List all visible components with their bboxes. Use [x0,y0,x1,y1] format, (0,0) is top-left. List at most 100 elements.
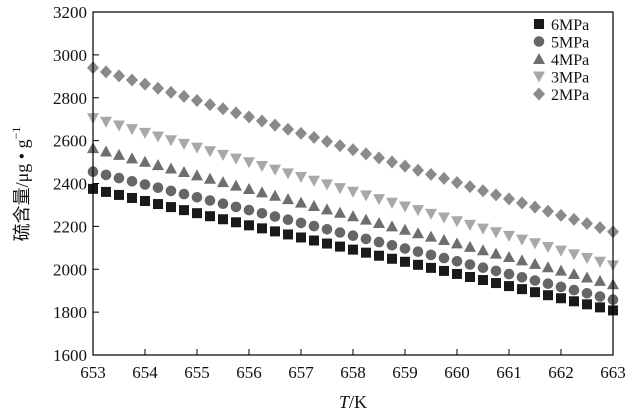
data-point-3mpa [425,208,437,220]
data-point-6mpa [595,302,605,313]
x-tick-label: 654 [132,363,158,382]
data-point-6mpa [348,244,358,255]
data-point-4mpa [165,162,177,174]
data-point-3mpa [594,256,606,268]
y-tick-label: 1800 [53,303,87,322]
data-point-6mpa [127,192,137,203]
data-point-5mpa [555,281,567,293]
data-point-3mpa [360,190,372,202]
data-point-2mpa [204,98,216,112]
data-point-2mpa [334,139,346,153]
data-point-5mpa [516,271,528,283]
data-point-6mpa [244,220,254,231]
data-point-6mpa [452,268,462,279]
data-point-3mpa [139,127,151,139]
data-point-6mpa [517,284,527,295]
data-point-2mpa [399,159,411,173]
y-axis-title: 硫含量/μg • g−1 [9,127,32,242]
y-tick-label: 2000 [53,260,87,279]
data-point-3mpa [100,116,112,128]
x-tick-label: 661 [496,363,522,382]
data-point-3mpa [542,241,554,253]
data-point-2mpa [373,151,385,165]
data-point-5mpa [191,192,203,203]
data-point-2mpa [178,89,190,103]
data-point-3mpa [243,157,255,169]
x-tick-label: 657 [288,363,314,382]
data-point-6mpa [504,281,514,292]
data-point-3mpa [373,194,385,206]
data-point-6mpa [101,186,111,197]
legend-marker-4mpa [533,53,545,64]
x-tick-label: 653 [80,363,106,382]
data-point-5mpa [581,287,593,299]
data-point-2mpa [490,188,502,202]
x-axis-title: T/K [339,392,367,412]
data-point-5mpa [321,224,333,235]
data-point-2mpa [243,110,255,124]
data-point-4mpa [282,193,294,205]
data-point-2mpa [308,130,320,144]
y-axis-title-superscript: −1 [9,127,23,140]
data-point-3mpa [178,138,190,150]
x-axis-title-italic: T [339,392,351,412]
data-point-6mpa [166,202,176,213]
data-point-5mpa [594,291,606,302]
x-tick-label: 655 [184,363,210,382]
data-point-3mpa [438,212,450,224]
data-point-6mpa [413,259,423,270]
data-point-2mpa [542,204,554,218]
x-tick-label: 659 [392,363,418,382]
data-point-6mpa [179,205,189,216]
data-point-3mpa [126,124,138,136]
y-tick-label: 3200 [53,3,87,22]
data-point-4mpa [204,172,216,184]
data-point-4mpa [243,182,255,194]
data-point-3mpa [490,227,502,239]
x-tick-label: 663 [600,363,626,382]
legend-marker-3mpa [533,71,545,83]
data-point-6mpa [478,275,488,286]
x-tick-label: 658 [340,363,366,382]
data-point-2mpa [360,147,372,161]
data-point-5mpa [568,284,580,296]
data-point-4mpa [555,264,567,276]
data-point-4mpa [581,271,593,283]
data-point-3mpa [477,223,489,235]
data-point-2mpa [139,77,151,91]
data-marks [87,61,619,316]
data-point-4mpa [594,274,606,286]
data-point-4mpa [568,268,580,280]
data-point-6mpa [140,196,150,207]
data-point-4mpa [451,237,463,249]
data-point-6mpa [530,287,540,298]
data-point-4mpa [100,145,112,157]
data-point-5mpa [243,204,255,216]
data-point-3mpa [386,197,398,209]
data-point-2mpa [282,122,294,136]
x-tick-label: 660 [444,363,470,382]
data-point-4mpa [360,213,372,225]
data-point-5mpa [386,239,398,251]
data-point-2mpa [230,106,242,120]
data-point-3mpa [503,230,515,242]
data-point-3mpa [191,142,203,154]
data-point-6mpa [114,189,124,200]
data-point-5mpa [451,255,463,267]
series-4mpa [87,142,619,290]
data-point-6mpa [426,262,436,273]
data-point-4mpa [516,254,528,266]
data-point-3mpa [217,149,229,161]
data-point-2mpa [217,102,229,116]
data-point-6mpa [283,229,293,240]
data-point-2mpa [126,73,138,87]
data-point-6mpa [465,271,475,282]
y-axis-title-main: 硫含量/μg • g [12,139,32,241]
data-point-4mpa [373,216,385,228]
data-point-2mpa [529,200,541,214]
data-point-5mpa [490,265,502,277]
data-point-2mpa [347,143,359,157]
data-point-2mpa [113,69,125,83]
